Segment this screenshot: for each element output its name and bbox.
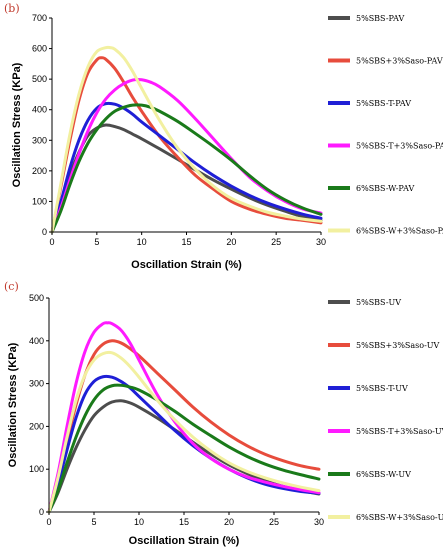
panel-label: (c) <box>4 280 19 293</box>
series-line <box>50 56 323 234</box>
series-line <box>47 374 321 514</box>
y-tick-label: 200 <box>29 421 44 431</box>
x-tick-label: 20 <box>224 517 234 527</box>
chart-panel: (c) 0 100 200 300 400 500 0 5 10 15 20 25 30 Oscillati… <box>4 280 443 547</box>
x-tick-label: 25 <box>271 237 281 247</box>
y-tick-label: 100 <box>32 196 47 206</box>
series-line <box>50 45 323 234</box>
y-axis-label: Oscillation Stress (KPa) <box>7 342 19 467</box>
chart-panel: (b) 0 100 200 300 400 500 600 700 0 5 10 15 20 25 30 Osc… <box>4 2 443 271</box>
x-tick-label: 25 <box>269 517 279 527</box>
y-tick-label: 400 <box>32 105 47 115</box>
legend-label: 5%SBS-PAV <box>356 14 405 23</box>
legend-label: 5%SBS-T+3%Saso-UV <box>356 427 443 436</box>
legend-label: 5%SBS+3%Saso-PAV <box>356 57 443 66</box>
series-line <box>47 321 321 514</box>
series-line <box>50 103 323 234</box>
x-tick-label: 5 <box>91 517 96 527</box>
y-tick-label: 300 <box>32 135 47 145</box>
y-tick-label: 500 <box>32 74 47 84</box>
x-tick-label: 10 <box>134 517 144 527</box>
x-tick-label: 0 <box>49 237 54 247</box>
legend-label: 6%SBS-W-UV <box>356 470 411 479</box>
legend-label: 6%SBS-W+3%Saso-PAV <box>356 227 443 236</box>
x-tick-label: 20 <box>226 237 236 247</box>
legend-label: 5%SBS-UV <box>356 298 401 307</box>
x-axis-label: Oscillation Strain (%) <box>129 535 240 547</box>
y-tick-label: 700 <box>32 13 47 23</box>
legend-label: 5%SBS-T-PAV <box>356 99 411 108</box>
y-tick-label: 300 <box>29 379 44 389</box>
panel-label: (b) <box>4 2 20 15</box>
series-line <box>47 399 321 514</box>
x-tick-label: 5 <box>94 237 99 247</box>
y-tick-label: 100 <box>29 464 44 474</box>
x-tick-label: 15 <box>179 517 189 527</box>
series-line <box>47 350 321 514</box>
y-tick-label: 200 <box>32 166 47 176</box>
x-tick-label: 30 <box>314 517 324 527</box>
legend-label: 5%SBS+3%Saso-UV <box>356 341 440 350</box>
x-tick-label: 0 <box>46 517 51 527</box>
legend-label: 6%SBS-W-PAV <box>356 184 414 193</box>
legend-label: 5%SBS-T-UV <box>356 384 408 393</box>
series-line <box>50 101 323 234</box>
series-line <box>47 383 321 514</box>
legend-label: 5%SBS-T+3%Saso-PAV <box>356 142 443 151</box>
y-tick-label: 0 <box>42 227 47 237</box>
y-tick-label: 400 <box>29 336 44 346</box>
y-tick-label: 600 <box>32 44 47 54</box>
legend-label: 6%SBS-W+3%Saso-UV <box>356 513 443 522</box>
y-tick-label: 0 <box>39 507 44 517</box>
y-axis-label: Oscillation Stress (KPa) <box>11 62 23 187</box>
x-tick-label: 10 <box>137 237 147 247</box>
x-tick-label: 15 <box>181 237 191 247</box>
x-tick-label: 30 <box>316 237 326 247</box>
x-axis-label: Oscillation Strain (%) <box>131 259 242 271</box>
y-tick-label: 500 <box>29 293 44 303</box>
